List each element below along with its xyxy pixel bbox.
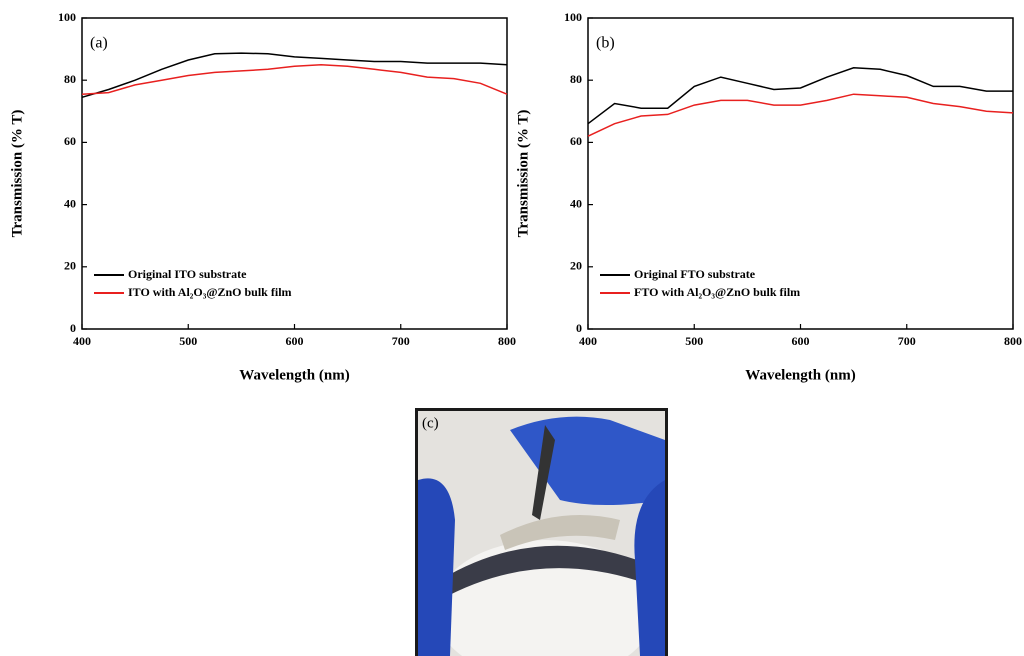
y-tick-label: 20	[64, 259, 76, 273]
data-line	[587, 67, 1013, 125]
data-line	[587, 93, 1014, 137]
y-tick-label: 40	[64, 196, 76, 210]
panel-label: (b)	[596, 35, 615, 52]
x-tick-label: 800	[498, 334, 516, 348]
legend-label: Original ITO substrate	[128, 267, 247, 281]
y-tick-label: 0	[576, 321, 582, 335]
y-tick-label: 80	[570, 72, 582, 86]
photo: (c)	[415, 408, 668, 656]
photo-glove-left	[418, 478, 455, 656]
panel-label: (a)	[90, 35, 108, 52]
y-axis-label: Transmission (% T)	[515, 110, 531, 238]
x-tick-label: 400	[73, 334, 91, 348]
y-tick-label: 100	[58, 10, 76, 24]
photo-glove-right	[634, 480, 665, 656]
plot-frame	[587, 17, 1014, 330]
y-tick-label: 100	[564, 10, 582, 24]
x-tick-label: 500	[179, 334, 197, 348]
y-tick-label: 40	[570, 196, 582, 210]
x-tick-label: 600	[286, 334, 304, 348]
y-tick-label: 60	[64, 134, 76, 148]
y-tick-label: 80	[64, 72, 76, 86]
x-tick-label: 600	[792, 334, 810, 348]
photo-film	[440, 545, 650, 600]
y-tick-label: 0	[70, 321, 76, 335]
x-tick-label: 700	[898, 334, 916, 348]
panel-label: (c)	[422, 415, 439, 431]
x-axis-label: Wavelength (nm)	[745, 367, 855, 383]
x-tick-label: 500	[685, 334, 703, 348]
legend-label: FTO with Al₂O₃@ZnO bulk film	[634, 285, 800, 299]
y-tick-label: 60	[570, 134, 582, 148]
x-tick-label: 800	[1004, 334, 1022, 348]
plot-frame	[81, 17, 508, 330]
data-line	[81, 63, 508, 95]
legend-label: ITO with Al₂O₃@ZnO bulk film	[128, 285, 292, 299]
x-tick-label: 400	[579, 334, 597, 348]
x-tick-label: 700	[392, 334, 410, 348]
legend-label: Original FTO substrate	[634, 267, 756, 281]
x-axis-label: Wavelength (nm)	[239, 367, 349, 383]
y-axis-label: Transmission (% T)	[9, 110, 25, 238]
data-line	[81, 52, 508, 99]
photo-film-edge	[500, 515, 620, 550]
y-tick-label: 20	[570, 259, 582, 273]
photo-tweezers	[532, 425, 555, 520]
